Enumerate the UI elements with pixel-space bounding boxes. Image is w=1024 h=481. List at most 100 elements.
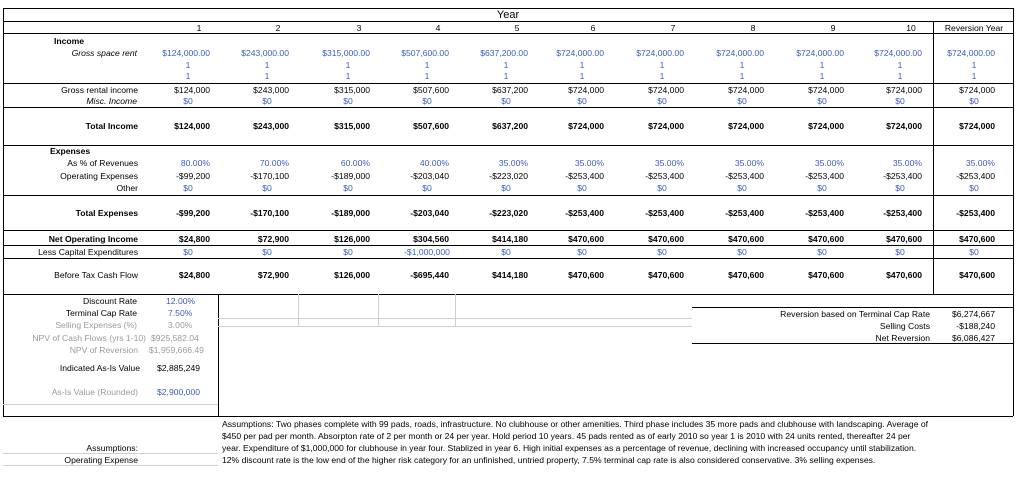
total-expenses-cell: -$170,100 <box>250 208 289 218</box>
capex-cell: $0 <box>343 247 353 257</box>
rule-btcf <box>3 294 1013 295</box>
btcf-cell: $126,000 <box>334 270 370 280</box>
pct-revenue-label: As % of Revenues <box>67 158 138 168</box>
total-income-label: Total Income <box>85 121 138 131</box>
occupancy-factor-cell: 1 <box>579 60 585 70</box>
operating-expenses-cell: -$170,100 <box>250 171 289 181</box>
total-income-cell: $315,000 <box>334 121 370 131</box>
capex-cell: $0 <box>895 247 905 257</box>
noi-cell: $304,560 <box>413 234 449 244</box>
rule-top <box>3 8 1013 9</box>
btcf-cell: $24,800 <box>178 270 210 280</box>
btcf-cell: $72,900 <box>257 270 289 280</box>
noi-cell: $470,600 <box>886 234 922 244</box>
btcf-cell: $414,180 <box>492 270 528 280</box>
selling-costs-value: -$188,240 <box>956 321 995 331</box>
assumptions-label: Assumptions: <box>86 443 138 453</box>
total-expenses-cell: -$203,040 <box>410 208 449 218</box>
occupancy-factor-cell: 1 <box>659 60 665 70</box>
total-income-cell: $724,000 <box>808 121 844 131</box>
pct-revenue-cell: 35.00% <box>965 158 995 168</box>
as-is-value-label: As-Is Value (Rounded) <box>51 387 138 397</box>
occupancy-factor-cell: 1 <box>185 71 191 81</box>
operating-expenses-cell: -$253,400 <box>645 171 684 181</box>
btcf-cell: $470,600 <box>648 270 684 280</box>
total-expenses-cell: -$223,020 <box>489 208 528 218</box>
occupancy-factor-cell: 1 <box>185 60 191 70</box>
gross-rental-income-label: Gross rental income <box>61 85 138 95</box>
opex-note-label: Operating Expense <box>64 455 138 465</box>
misc-income-cell: $0 <box>422 96 432 106</box>
rule-right <box>1013 8 1014 416</box>
noi-cell: $414,180 <box>492 234 528 244</box>
occupancy-factor-cell: 1 <box>345 71 351 81</box>
total-expenses-cell: -$253,400 <box>725 208 764 218</box>
misc-income-cell: $0 <box>501 96 511 106</box>
gross-rental-income-cell: $315,000 <box>334 85 370 95</box>
capex-cell: $0 <box>657 247 667 257</box>
operating-expenses-cell: -$203,040 <box>410 171 449 181</box>
rule-total-income <box>3 145 1013 146</box>
capex-cell: $0 <box>969 247 979 257</box>
other-expenses-cell: $0 <box>262 183 272 193</box>
noi-cell: $470,600 <box>568 234 604 244</box>
rule-expenses <box>3 195 1013 196</box>
income-heading: Income <box>54 36 85 46</box>
total-expenses-label: Total Expenses <box>75 208 138 218</box>
btcf-cell: $470,600 <box>886 270 922 280</box>
gross-space-rent-cell: $724,000.00 <box>716 48 764 58</box>
total-expenses-cell: -$253,400 <box>805 208 844 218</box>
gross-rental-income-cell: $724,000 <box>568 85 604 95</box>
note-rule-b <box>3 465 218 466</box>
note-rule-a <box>3 453 218 454</box>
other-expenses-cell: $0 <box>343 183 353 193</box>
total-income-cell: $637,200 <box>492 121 528 131</box>
terminal-cap-rate-value: 7.50% <box>168 308 193 318</box>
other-expenses-cell: $0 <box>657 183 667 193</box>
misc-income-cell: $0 <box>895 96 905 106</box>
operating-expenses-cell: -$189,000 <box>331 171 370 181</box>
gross-space-rent-cell: $124,000.00 <box>162 48 210 58</box>
occupancy-factor-cell: 1 <box>424 71 430 81</box>
gross-space-rent-cell: $637,200.00 <box>480 48 528 58</box>
other-expenses-cell: $0 <box>737 183 747 193</box>
operating-expenses-cell: -$253,400 <box>956 171 995 181</box>
occupancy-factor-cell: 1 <box>897 60 903 70</box>
total-income-cell: $724,000 <box>886 121 922 131</box>
gross-space-rent-cell: $243,000.00 <box>241 48 289 58</box>
gross-rental-income-cell: $637,200 <box>492 85 528 95</box>
occupancy-factor-cell: 1 <box>819 60 825 70</box>
column-header: 10 <box>906 23 916 33</box>
noi-cell: $24,800 <box>178 234 210 244</box>
indicated-value-value: $2,885,249 <box>157 363 201 373</box>
rule-noi <box>3 245 1013 246</box>
misc-income-cell: $0 <box>343 96 353 106</box>
capex-cell: $0 <box>737 247 747 257</box>
pct-revenue-cell: 35.00% <box>734 158 764 168</box>
btcf-cell: $470,600 <box>959 270 995 280</box>
gross-rental-income-cell: $243,000 <box>253 85 289 95</box>
discount-rate-label: Discount Rate <box>83 296 137 306</box>
noi-cell: $470,600 <box>808 234 844 244</box>
gross-rental-income-cell: $724,000 <box>808 85 844 95</box>
column-header: 4 <box>435 23 441 33</box>
other-expenses-cell: $0 <box>577 183 587 193</box>
gross-space-rent-cell: $315,000.00 <box>322 48 370 58</box>
operating-expenses-cell: -$223,020 <box>489 171 528 181</box>
rule-valuation <box>218 294 219 416</box>
discount-rate-value: 12.00% <box>166 296 196 306</box>
gross-space-rent-cell: $724,000.00 <box>556 48 604 58</box>
rule-left <box>3 8 4 416</box>
rule-total-expenses <box>3 230 1013 231</box>
grid-faint-e <box>455 294 456 326</box>
rule-reversion-bottom <box>692 343 1013 344</box>
other-expenses-cell: $0 <box>895 183 905 193</box>
gross-rental-income-cell: $124,000 <box>174 85 210 95</box>
assumption-line-3: year. Expenditure of $1,000,000 for club… <box>222 443 917 453</box>
column-header: 5 <box>514 23 520 33</box>
noi-cell: $470,600 <box>648 234 684 244</box>
occupancy-factor-cell: 1 <box>503 60 509 70</box>
npv-cash-flows-label: NPV of Cash Flows (yrs 1-10) <box>32 333 146 343</box>
other-expenses-cell: $0 <box>817 183 827 193</box>
